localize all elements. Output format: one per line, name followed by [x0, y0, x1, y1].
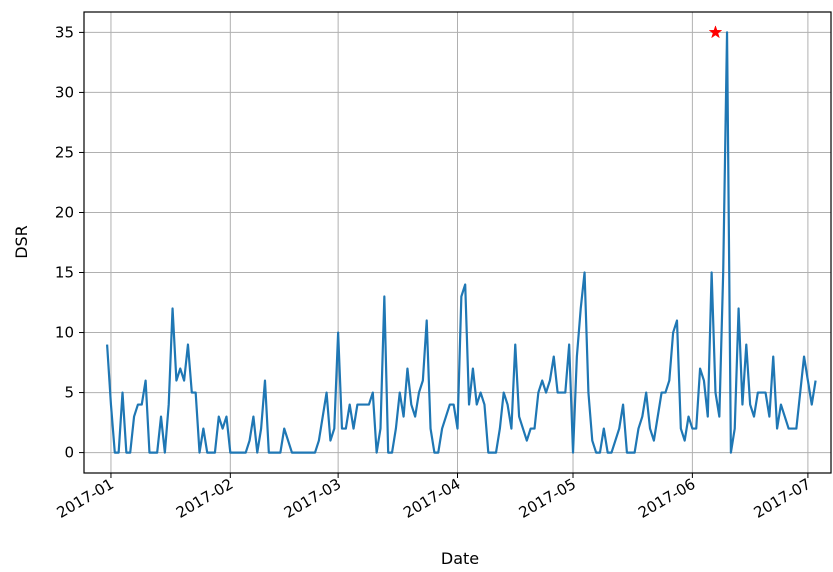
x-tick-label: 2017-01	[54, 475, 117, 522]
dsr-series-line	[106, 31, 817, 454]
y-tick-label: 5	[64, 384, 74, 402]
x-tick-label: 2017-04	[400, 475, 463, 522]
max-value-star-marker	[708, 25, 723, 39]
y-tick-label: 0	[64, 444, 74, 462]
x-tick-label: 2017-03	[281, 475, 344, 522]
y-tick-label: 15	[55, 264, 74, 282]
y-tick-label: 35	[55, 23, 74, 41]
x-tick-label: 2017-07	[751, 475, 814, 522]
x-tick-label: 2017-02	[173, 475, 236, 522]
x-tick-label: 2017-05	[516, 475, 579, 522]
y-tick-label: 25	[55, 143, 74, 161]
grid-lines	[84, 12, 831, 473]
y-tick-label: 10	[55, 324, 74, 342]
x-tick-label: 2017-06	[635, 475, 698, 522]
y-axis-label: DSR	[12, 225, 31, 259]
y-tick-label: 30	[55, 83, 74, 101]
y-tick-label: 20	[55, 203, 74, 221]
max-marker-layer	[708, 25, 723, 39]
plot-series	[106, 31, 817, 454]
x-axis-label: Date	[441, 549, 479, 568]
